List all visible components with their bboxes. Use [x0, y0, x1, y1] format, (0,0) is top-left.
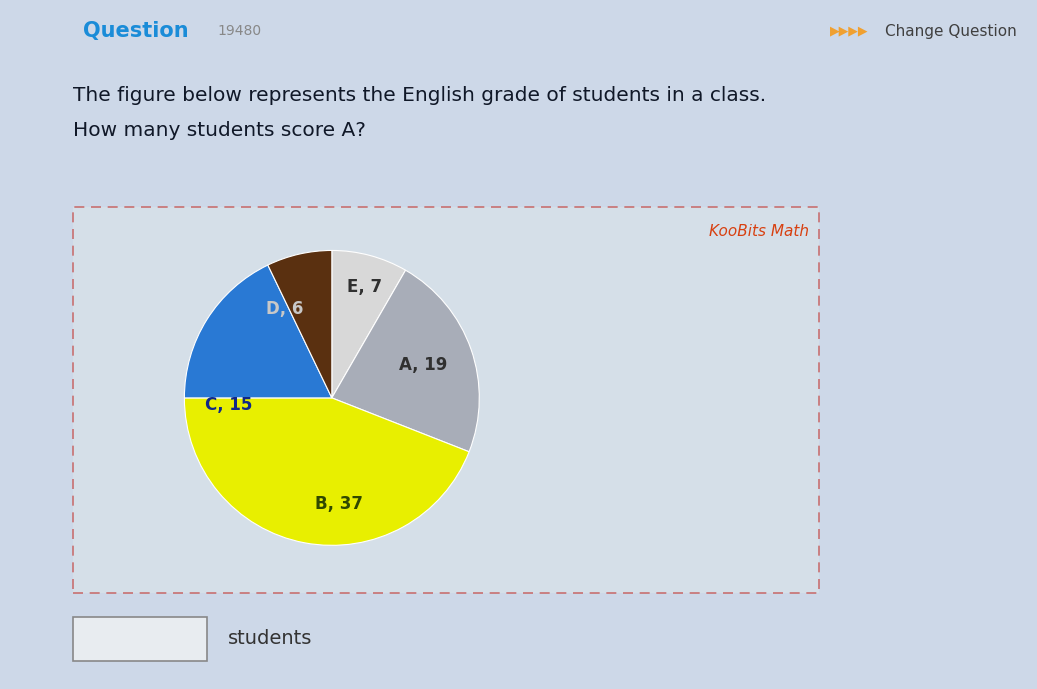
Wedge shape [185, 398, 469, 545]
Text: Question: Question [83, 21, 189, 41]
Text: B, 37: B, 37 [315, 495, 363, 513]
Wedge shape [268, 251, 332, 398]
Wedge shape [332, 251, 405, 398]
Wedge shape [185, 265, 332, 398]
Text: ▶▶▶▶: ▶▶▶▶ [830, 25, 868, 37]
Text: 19480: 19480 [218, 24, 262, 38]
Text: Change Question: Change Question [885, 23, 1016, 39]
Text: KooBits Math: KooBits Math [709, 224, 809, 239]
Text: C, 15: C, 15 [205, 396, 252, 414]
Text: students: students [228, 629, 312, 648]
Text: How many students score A?: How many students score A? [73, 121, 365, 140]
FancyBboxPatch shape [73, 207, 819, 593]
Text: E, 7: E, 7 [346, 278, 382, 296]
Wedge shape [332, 270, 479, 452]
Text: D, 6: D, 6 [265, 300, 304, 318]
Bar [73, 617, 207, 661]
Text: The figure below represents the English grade of students in a class.: The figure below represents the English … [73, 86, 765, 105]
Text: A, 19: A, 19 [399, 356, 447, 374]
